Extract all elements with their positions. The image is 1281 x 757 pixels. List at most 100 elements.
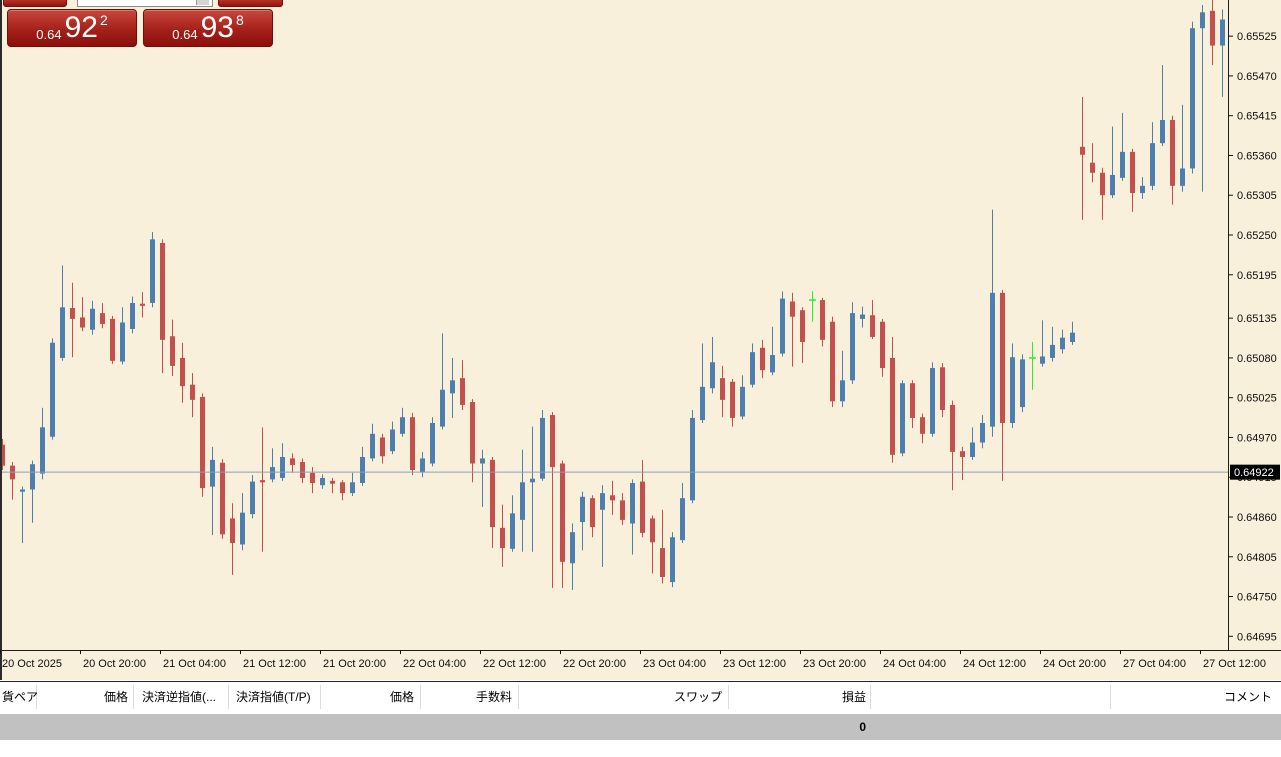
candle — [110, 315, 115, 364]
candle — [880, 318, 885, 377]
bid-price-tag-label: 0.64922 — [1234, 467, 1274, 479]
price-tick-label: 0.65415 — [1237, 111, 1277, 123]
candle — [200, 393, 205, 497]
column-separator — [420, 685, 421, 709]
time-tick-label: 20 Oct 20:00 — [83, 658, 146, 670]
time-tick-label: 23 Oct 20:00 — [803, 658, 866, 670]
candle — [820, 297, 825, 347]
candle — [540, 409, 545, 481]
buy-price-prefix: 0.64 — [172, 27, 198, 42]
candle — [60, 265, 65, 361]
orders-column-header: 貨ペア — [2, 690, 39, 704]
time-axis[interactable]: 20 Oct 2025 20 Oct 20:00 21 Oct 04:00 21 Oc… — [0, 650, 1267, 670]
candle — [710, 336, 715, 394]
orders-column-header: 手数料 — [475, 690, 512, 704]
candle — [1150, 122, 1155, 191]
candle — [860, 306, 865, 328]
candle — [40, 407, 45, 480]
candle — [160, 239, 165, 374]
candle — [620, 493, 625, 525]
sell-button[interactable]: 0.64 92 2 — [7, 9, 137, 47]
candle — [380, 433, 385, 464]
candle — [580, 491, 585, 551]
candle — [630, 479, 635, 555]
candle — [80, 297, 85, 332]
buy-price-big: 93 — [200, 11, 234, 45]
bid-price-tag: 0.64922 — [1230, 464, 1280, 480]
candle — [850, 302, 855, 384]
candle — [230, 503, 235, 575]
candle — [960, 446, 965, 481]
volume-spinner-icon[interactable] — [196, 0, 209, 5]
candle — [780, 291, 785, 357]
orders-column-header: 価格 — [103, 690, 128, 704]
chart-background — [0, 0, 1281, 680]
candle — [1090, 143, 1095, 183]
candle — [1210, 0, 1215, 66]
time-tick-label: 27 Oct 12:00 — [1203, 658, 1266, 670]
price-axis[interactable]: 0.65525 0.65470 0.65415 0.65360 0.65305 0.652… — [1228, 31, 1277, 643]
sell-price-big: 92 — [64, 11, 98, 45]
candle — [830, 316, 835, 408]
candle — [350, 472, 355, 497]
candle — [1200, 5, 1205, 192]
candle — [510, 495, 515, 552]
candle — [1010, 343, 1015, 429]
chart-canvas[interactable]: 0.65525 0.65470 0.65415 0.65360 0.65305 0.652… — [0, 0, 1281, 680]
candle — [400, 407, 405, 437]
candle — [500, 504, 505, 567]
candle — [210, 446, 215, 536]
candle — [220, 459, 225, 539]
volume-input[interactable] — [77, 0, 213, 7]
candle — [980, 415, 985, 449]
candle — [640, 459, 645, 538]
price-tick-label: 0.65470 — [1237, 71, 1277, 83]
candle — [1040, 320, 1045, 367]
window-left-edge — [0, 0, 2, 680]
sell-button-top-fragment[interactable] — [3, 0, 67, 7]
candle — [900, 380, 905, 457]
column-separator — [518, 685, 519, 709]
candle — [100, 302, 105, 329]
buy-button-top-fragment[interactable] — [218, 0, 283, 7]
candle — [170, 319, 175, 376]
candle — [690, 409, 695, 504]
candle — [440, 333, 445, 430]
candle — [600, 485, 605, 567]
time-tick-label: 20 Oct 2025 — [2, 658, 62, 670]
price-tick-label: 0.64695 — [1237, 631, 1277, 643]
candle — [390, 421, 395, 455]
candle — [570, 523, 575, 591]
candle — [310, 467, 315, 494]
candle — [420, 451, 425, 478]
candle — [700, 343, 705, 423]
doji-candle — [809, 291, 816, 322]
candle — [740, 375, 745, 420]
price-tick-label: 0.65305 — [1237, 190, 1277, 202]
candle — [340, 480, 345, 501]
candle — [1080, 96, 1085, 220]
candle — [240, 493, 245, 551]
time-tick-label: 21 Oct 12:00 — [243, 658, 306, 670]
candle — [950, 400, 955, 491]
candle — [1160, 65, 1165, 147]
buy-button[interactable]: 0.64 93 8 — [143, 9, 273, 47]
candle — [1190, 21, 1195, 174]
price-tick-label: 0.65195 — [1237, 270, 1277, 282]
candle — [940, 362, 945, 418]
price-tick-label: 0.65525 — [1237, 31, 1277, 43]
candle — [970, 427, 975, 460]
candle — [1140, 177, 1145, 199]
candle — [910, 380, 915, 429]
candle — [260, 427, 265, 552]
footer-divider — [0, 681, 1281, 682]
candle — [20, 486, 25, 544]
candle — [870, 300, 875, 340]
candle — [130, 296, 135, 334]
candle — [730, 378, 735, 427]
candle — [90, 300, 95, 335]
candle — [430, 417, 435, 467]
candle — [1000, 289, 1005, 481]
candle — [190, 373, 195, 418]
